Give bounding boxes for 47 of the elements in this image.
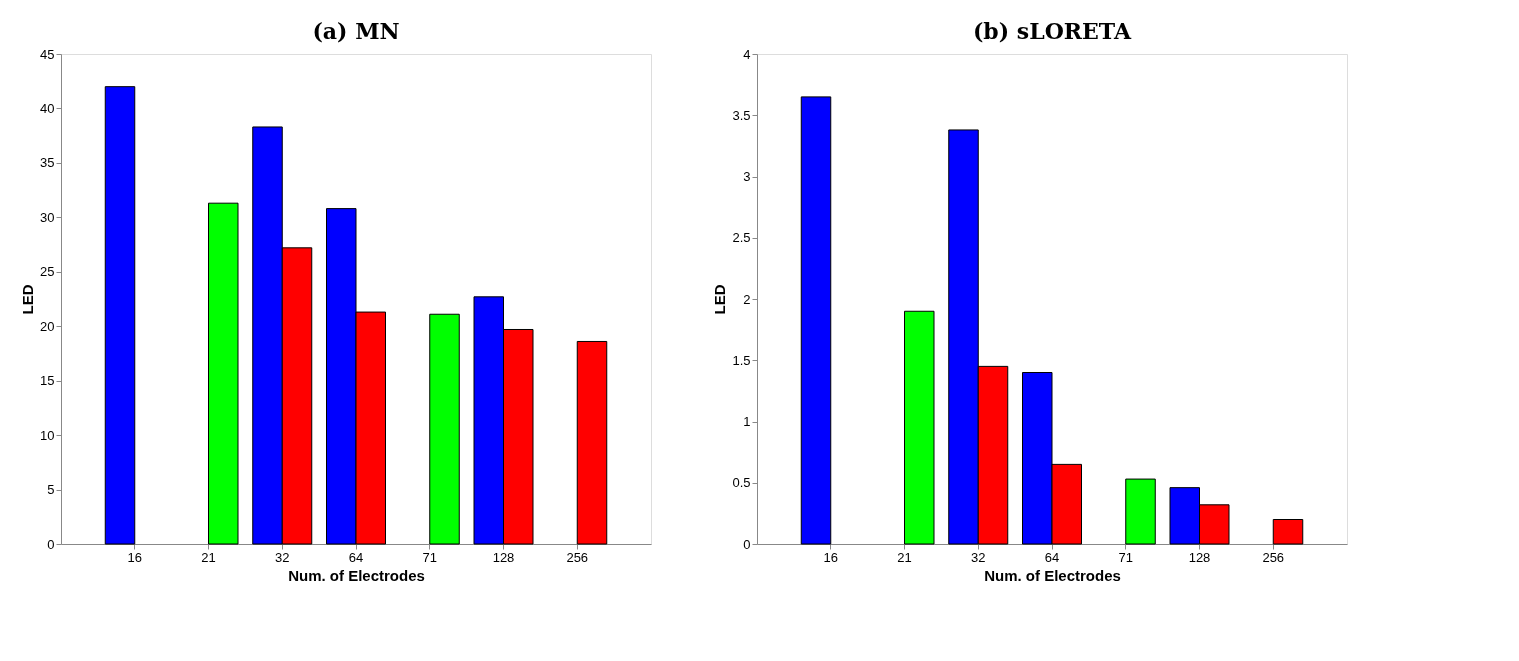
y-tick-label: 3.5 (732, 107, 751, 123)
x-tick-label: 64 (1044, 549, 1060, 565)
x-axis-title: Num. of Electrodes (984, 566, 1121, 584)
y-tick-label: 35 (40, 155, 55, 171)
bar (104, 86, 136, 545)
y-tick-label: 3 (743, 169, 751, 184)
x-tick-label: 16 (127, 549, 142, 565)
y-tick-label: 2 (743, 291, 751, 307)
y-tick-label: 30 (40, 209, 55, 225)
bar (576, 340, 608, 545)
x-tick-label: 32 (275, 549, 290, 565)
bar (429, 313, 460, 545)
y-tick-label: 10 (40, 427, 55, 443)
y-tick-label: 2.5 (732, 230, 751, 246)
x-tick-label: 32 (971, 549, 986, 565)
y-tick-label: 1 (743, 414, 751, 429)
y-tick-label: 25 (40, 264, 55, 280)
y-axis-title: LED (19, 284, 37, 315)
y-tick-label: 1.5 (732, 352, 751, 368)
x-tick-label: 128 (1188, 549, 1211, 565)
bar (208, 202, 239, 545)
x-tick-label: 71 (422, 549, 437, 565)
x-tick-label: 128 (492, 549, 515, 565)
x-axis-title: Num. of Electrodes (288, 566, 425, 584)
bar (1125, 478, 1156, 545)
y-tick-label: 4 (743, 46, 751, 62)
x-tick-label: 21 (201, 549, 216, 565)
y-tick-label: 0.5 (732, 475, 751, 491)
y-tick-label: 0 (743, 536, 751, 552)
y-tick-label: 0 (47, 536, 55, 552)
x-tick-label: 256 (566, 549, 589, 565)
x-tick-label: 16 (823, 549, 838, 565)
x-tick-label: 64 (348, 549, 364, 565)
bar (800, 96, 832, 545)
chart-title: (a) MN (312, 18, 400, 44)
bar (904, 310, 935, 545)
y-axis-title: LED (711, 284, 729, 315)
y-tick-label: 40 (40, 100, 55, 116)
chart-title: (b) sLORETA (972, 18, 1133, 44)
y-tick-label: 20 (40, 318, 55, 334)
x-tick-label: 71 (1118, 549, 1133, 565)
y-tick-label: 15 (40, 373, 55, 389)
y-tick-label: 45 (40, 46, 55, 62)
y-tick-label: 5 (47, 482, 55, 498)
x-tick-label: 21 (897, 549, 912, 565)
bar (1272, 519, 1304, 545)
x-tick-label: 256 (1262, 549, 1285, 565)
